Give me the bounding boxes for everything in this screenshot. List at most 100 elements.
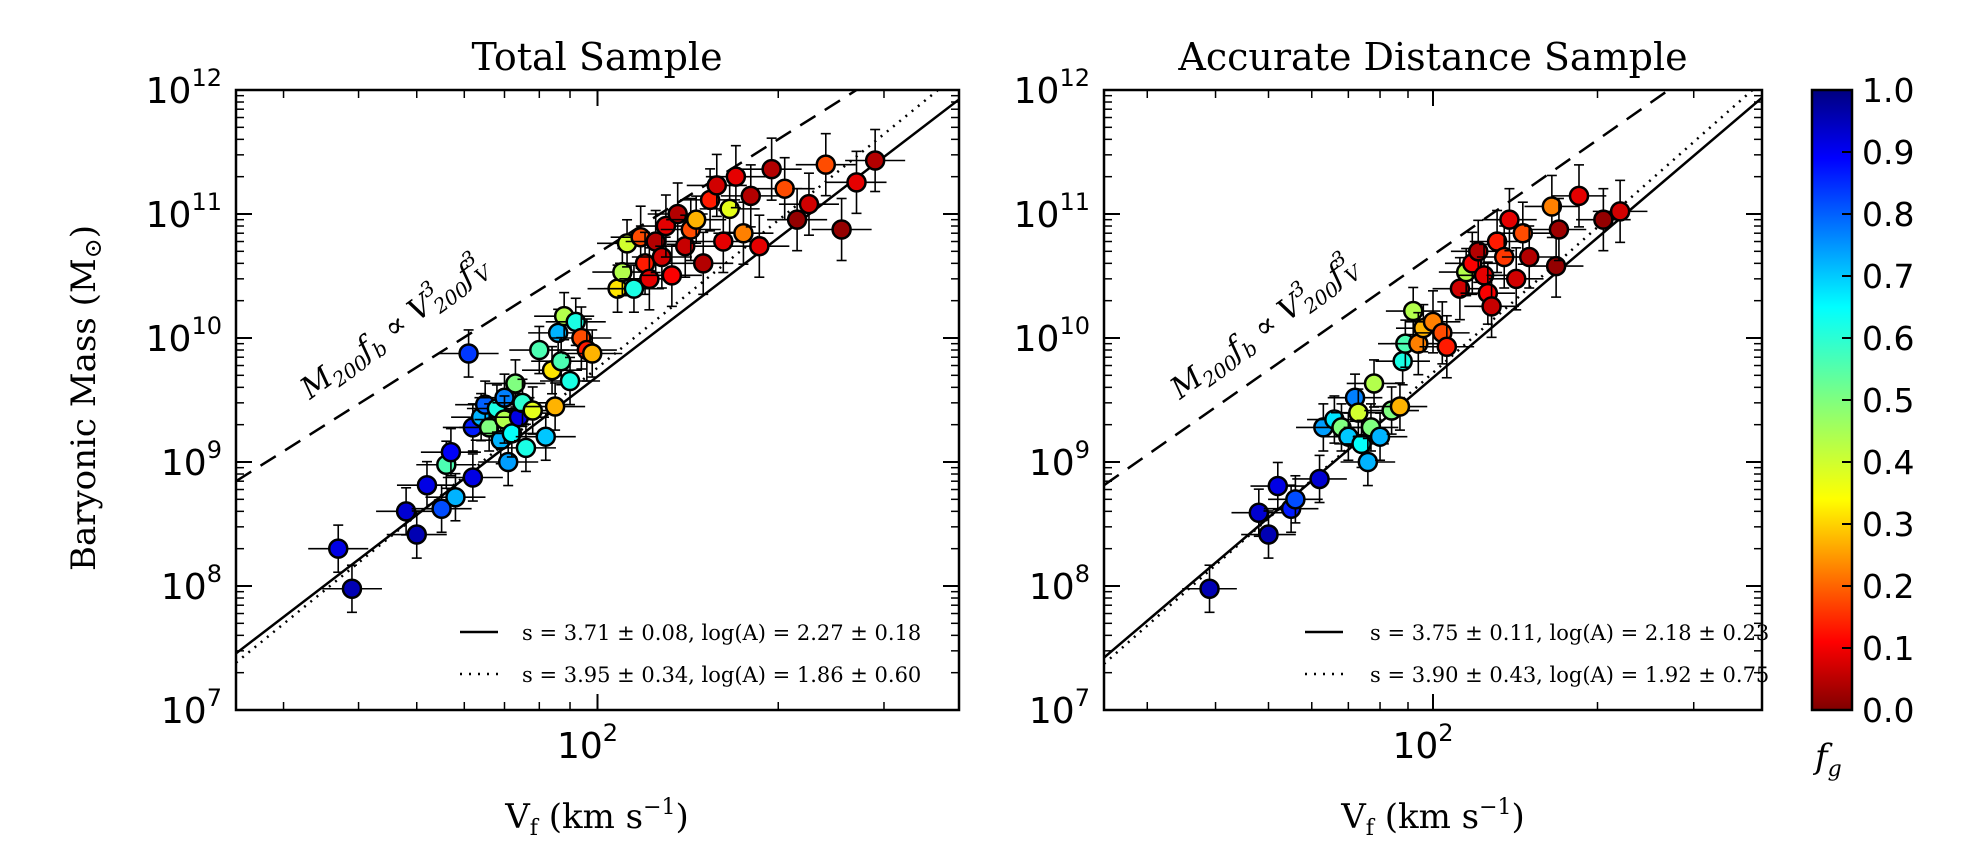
colorbar-tick-label: 0.1 xyxy=(1862,629,1914,668)
y-tick-label: 1012 xyxy=(1014,64,1090,112)
x-tick-label: 102 xyxy=(1392,719,1453,767)
point-marker xyxy=(1267,475,1289,497)
data-point xyxy=(673,231,734,296)
y-tick-label: 108 xyxy=(1029,560,1090,608)
legend-entry-dotted: s = 3.90 ± 0.43, log(A) = 1.92 ± 0.75 xyxy=(1370,663,1769,687)
colorbar-label: fg xyxy=(1812,737,1842,782)
data-point xyxy=(308,524,369,574)
point-marker xyxy=(740,185,762,207)
point-marker xyxy=(1481,296,1502,317)
point-marker xyxy=(341,578,363,600)
point-marker xyxy=(786,209,808,230)
point-marker xyxy=(774,178,795,199)
point-marker xyxy=(733,222,754,244)
y-tick-label: 1010 xyxy=(146,312,222,360)
data-point xyxy=(1551,164,1607,228)
colorbar-tick-label: 0.5 xyxy=(1862,381,1914,420)
point-marker xyxy=(416,474,438,496)
point-marker xyxy=(440,441,462,463)
data-point xyxy=(1464,274,1519,339)
x-tick-label: 102 xyxy=(557,719,618,767)
reference-line-dashed xyxy=(236,90,858,483)
data-point xyxy=(438,329,499,378)
data-point xyxy=(845,128,906,193)
data-point xyxy=(1241,510,1296,559)
reference-line-dashed xyxy=(1104,90,1670,487)
data-point xyxy=(1482,187,1537,252)
data-point xyxy=(767,187,828,252)
y-tick-label: 107 xyxy=(1029,684,1090,732)
point-marker xyxy=(1309,468,1330,490)
point-marker xyxy=(544,396,566,417)
point-marker xyxy=(1389,396,1411,417)
colorbar-tick-label: 0.4 xyxy=(1862,443,1914,482)
point-marker xyxy=(1548,219,1570,240)
y-tick-label: 1011 xyxy=(1014,188,1090,236)
point-marker xyxy=(581,343,603,364)
colorbar-tick-label: 0.3 xyxy=(1862,505,1914,544)
data-point xyxy=(396,460,457,510)
legend-entry-solid: s = 3.71 ± 0.08, log(A) = 2.27 ± 0.18 xyxy=(522,621,921,645)
colorbar-tick-label: 0.9 xyxy=(1862,133,1914,172)
data-point xyxy=(425,472,486,522)
colorbar-tick-label: 0.2 xyxy=(1862,567,1914,606)
y-tick-label: 109 xyxy=(161,436,222,484)
point-marker xyxy=(685,209,707,230)
data-point xyxy=(741,137,802,201)
data-point xyxy=(1346,359,1402,408)
data-point xyxy=(1330,388,1386,438)
y-tick-label: 1010 xyxy=(1014,312,1090,360)
point-marker xyxy=(749,235,770,257)
chart-title: Accurate Distance Sample xyxy=(1177,35,1687,79)
point-marker xyxy=(798,193,820,215)
panel-total-sample: Total Sample 107 108 109 1010 1011 1012 102 Ba… xyxy=(64,35,961,841)
data-point xyxy=(509,325,570,375)
axis-ticks: 107 108 109 1010 1011 1012 102 xyxy=(146,64,960,767)
chart-title: Total Sample xyxy=(471,35,722,79)
point-marker xyxy=(497,451,519,473)
point-marker xyxy=(713,231,734,252)
point-marker xyxy=(559,370,581,392)
colorbar-ticks: 0.0 0.1 0.2 0.3 0.4 0.5 0.6 0.7 0.8 0.9 1.0 xyxy=(1842,71,1914,730)
point-marker xyxy=(719,198,740,220)
data-point xyxy=(666,195,727,245)
data-point xyxy=(1495,201,1551,266)
point-marker xyxy=(725,166,747,187)
point-marker xyxy=(1505,268,1527,290)
data-point xyxy=(1292,454,1347,504)
data-point xyxy=(795,132,856,197)
data-point xyxy=(1268,474,1323,524)
legend: s = 3.75 ± 0.11, log(A) = 2.18 ± 0.23 s … xyxy=(1305,621,1769,687)
point-marker xyxy=(1545,255,1567,277)
data-point xyxy=(826,150,887,215)
point-marker xyxy=(1248,502,1270,523)
plot-area xyxy=(1104,90,1762,665)
point-marker xyxy=(1512,222,1534,244)
point-marker xyxy=(761,158,782,180)
colorbar-tick-label: 0.6 xyxy=(1862,319,1914,358)
data-point xyxy=(1531,197,1587,262)
plot-area xyxy=(236,90,959,664)
data-point xyxy=(705,144,766,209)
point-marker xyxy=(458,343,479,364)
data-point xyxy=(1592,179,1648,244)
data-point xyxy=(1352,412,1408,462)
fit-line-dotted xyxy=(236,90,940,664)
reference-line-annotation: M200fb ∝ V3200f3V xyxy=(1160,242,1368,410)
point-marker xyxy=(529,339,550,361)
data-point xyxy=(478,437,539,487)
data-point xyxy=(811,197,872,262)
data-point xyxy=(562,329,623,378)
fit-lines xyxy=(1104,90,1762,665)
x-axis-label: Vf (km s−1) xyxy=(504,795,689,841)
point-marker xyxy=(1609,201,1631,222)
point-marker xyxy=(706,175,728,196)
data-points xyxy=(308,128,906,614)
point-marker xyxy=(864,150,886,171)
point-marker xyxy=(639,268,660,290)
point-marker xyxy=(815,154,837,175)
data-point xyxy=(1372,382,1428,431)
data-point xyxy=(321,564,382,614)
data-point xyxy=(1469,209,1525,274)
